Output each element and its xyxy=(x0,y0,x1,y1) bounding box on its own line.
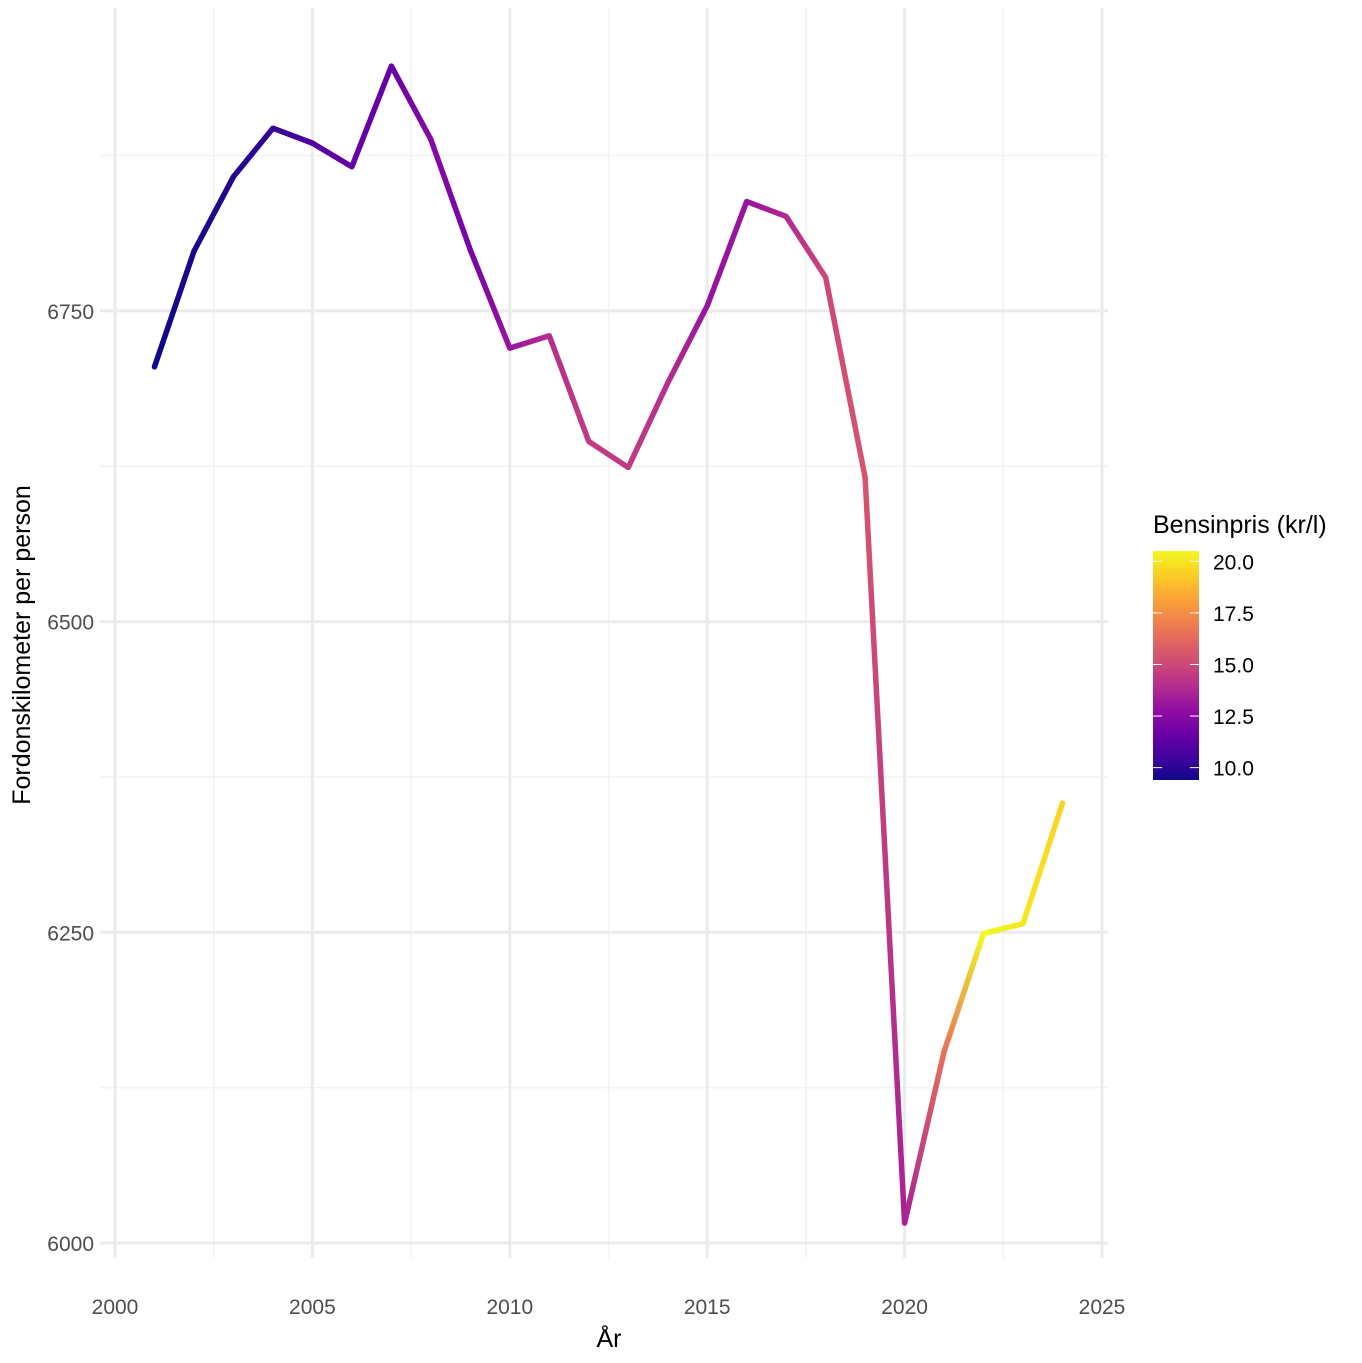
data-point-2002 xyxy=(191,248,197,254)
line-segment-2023-2024 xyxy=(1020,802,1066,925)
y-axis-label: Fordonskilometer per person xyxy=(8,485,36,805)
x-axis-label: År xyxy=(597,1323,622,1353)
data-point-2016 xyxy=(743,198,750,205)
x-tick-label: 2025 xyxy=(1079,1296,1126,1319)
line-segment-2021-2022 xyxy=(941,932,987,1053)
data-point-2018 xyxy=(822,274,829,281)
data-point-2024 xyxy=(1059,800,1066,806)
data-point-2020 xyxy=(901,1220,908,1226)
line-segment-2003-2004 xyxy=(231,126,276,179)
line-segment-2019-2020 xyxy=(862,477,908,1224)
y-axis-ticks: 6000 6250 6500 6750 xyxy=(47,301,94,1256)
data-point-2007 xyxy=(388,63,395,69)
line-segment-2017-2018 xyxy=(783,214,828,279)
data-point-2019 xyxy=(862,474,868,481)
data-point-2014 xyxy=(664,380,671,386)
line-segment-2012-2013 xyxy=(587,439,630,470)
data-point-2013 xyxy=(625,464,631,471)
line-segment-2002-2003 xyxy=(191,175,236,253)
line-segment-2004-2005 xyxy=(271,125,314,146)
x-tick-label: 2010 xyxy=(486,1296,533,1319)
line-segment-2006-2007 xyxy=(349,65,394,168)
data-point-2009 xyxy=(467,247,474,253)
data-point-2006 xyxy=(349,163,355,170)
y-tick-label: 6750 xyxy=(47,301,94,324)
legend-colorbar xyxy=(1153,551,1199,780)
data-point-2011 xyxy=(546,333,553,339)
y-tick-label: 6250 xyxy=(47,922,94,945)
line-segment-2016-2017 xyxy=(745,198,788,220)
legend-tick-label: 15.0 xyxy=(1213,654,1254,677)
x-tick-label: 2015 xyxy=(684,1296,731,1319)
line-segment-2013-2014 xyxy=(625,381,671,469)
line-segment-2011-2012 xyxy=(546,334,592,443)
color-legend: Bensinpris (kr/l) 10.0 12.5 15.0 17.5 20.0 xyxy=(1153,511,1327,781)
data-point-2015 xyxy=(704,303,710,309)
legend-tick-label: 12.5 xyxy=(1213,706,1254,729)
x-tick-label: 2005 xyxy=(289,1296,336,1319)
data-point-2008 xyxy=(428,136,434,143)
data-point-2017 xyxy=(783,213,789,220)
line-segment-2020-2021 xyxy=(901,1050,947,1224)
legend-tick-label: 10.0 xyxy=(1213,758,1254,781)
line-segment-2005-2006 xyxy=(310,140,354,170)
y-tick-label: 6500 xyxy=(47,612,94,635)
line-segment-2009-2010 xyxy=(467,248,513,350)
data-point-2005 xyxy=(309,140,316,146)
grid xyxy=(100,8,1108,1258)
line-segment-2022-2023 xyxy=(982,920,1024,937)
legend-tick-label: 17.5 xyxy=(1213,603,1254,626)
data-point-2004 xyxy=(270,125,276,131)
series-line xyxy=(151,63,1066,1226)
line-segment-2010-2011 xyxy=(508,333,551,351)
data-point-2023 xyxy=(1020,920,1026,927)
data-point-2012 xyxy=(586,438,592,445)
line-segment-2015-2016 xyxy=(704,200,750,307)
data-point-2022 xyxy=(980,930,987,937)
data-point-2003 xyxy=(230,173,237,180)
x-axis-ticks: 2000 2005 2010 2015 2020 2025 xyxy=(92,1296,1126,1319)
data-point-2010 xyxy=(507,345,513,351)
line-segment-2008-2009 xyxy=(428,138,473,251)
line-segment-2001-2002 xyxy=(151,250,197,368)
legend-title: Bensinpris (kr/l) xyxy=(1153,511,1327,539)
y-tick-label: 6000 xyxy=(47,1233,94,1256)
data-point-2021 xyxy=(941,1048,947,1055)
line-segment-2007-2008 xyxy=(388,64,434,141)
x-tick-label: 2000 xyxy=(92,1296,139,1319)
x-tick-label: 2020 xyxy=(881,1296,928,1319)
line-segment-2014-2015 xyxy=(665,304,710,385)
data-point-2001 xyxy=(151,364,158,370)
legend-tick-label: 20.0 xyxy=(1213,551,1254,574)
line-segment-2018-2019 xyxy=(822,276,868,478)
